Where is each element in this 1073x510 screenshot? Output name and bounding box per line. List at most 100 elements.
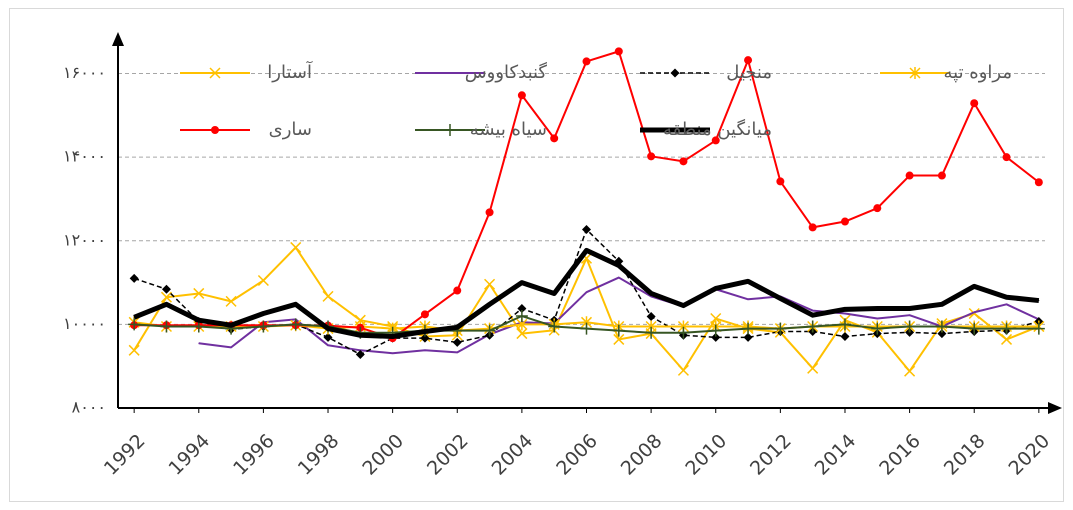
marker	[485, 208, 494, 217]
marker	[807, 362, 819, 374]
marker	[647, 152, 656, 161]
data-point	[812, 310, 814, 312]
data-point	[392, 352, 394, 354]
data-point	[876, 318, 878, 320]
marker	[323, 332, 333, 342]
data-point	[456, 351, 458, 353]
marker	[909, 67, 921, 79]
marker	[582, 57, 591, 66]
data-point	[133, 316, 135, 318]
data-point	[973, 311, 975, 313]
data-point	[165, 303, 167, 305]
marker	[128, 318, 141, 331]
marker	[677, 364, 689, 376]
marker	[670, 68, 680, 78]
legend-label: مراوه تپه	[943, 62, 1012, 83]
data-point	[909, 307, 911, 309]
marker	[453, 286, 462, 295]
marker	[905, 171, 914, 180]
data-point	[489, 303, 491, 305]
marker	[710, 313, 722, 325]
legend-label: ساری	[269, 119, 312, 140]
data-point	[230, 324, 232, 326]
data-point	[779, 297, 781, 299]
data-point	[521, 282, 523, 284]
data-point	[715, 287, 717, 289]
legend-label: منجیل	[726, 62, 772, 83]
marker	[444, 124, 456, 136]
y-axis-arrow	[112, 32, 124, 46]
marker	[225, 295, 237, 307]
marker	[935, 320, 948, 333]
marker	[129, 273, 139, 283]
data-point	[747, 280, 749, 282]
marker	[160, 291, 172, 303]
marker	[580, 322, 593, 335]
marker	[1034, 178, 1043, 187]
legend-label: سیاه بیشه	[470, 119, 547, 140]
marker	[582, 224, 591, 234]
data-point	[1038, 300, 1040, 302]
marker	[128, 344, 140, 356]
marker	[873, 204, 882, 213]
marker	[420, 310, 429, 319]
marker	[614, 47, 623, 56]
marker	[968, 322, 981, 335]
marker	[420, 333, 430, 343]
marker	[483, 324, 496, 337]
data-point	[909, 314, 911, 316]
marker	[613, 333, 625, 345]
y-tick-label: ۱۴۰۰۰	[63, 147, 106, 166]
marker	[1002, 153, 1011, 162]
legend-label: میانگین منطقه	[663, 118, 772, 140]
data-point	[941, 303, 943, 305]
marker	[711, 136, 720, 145]
marker	[517, 91, 526, 100]
marker	[612, 324, 625, 337]
data-point	[295, 303, 297, 305]
x-axis-arrow	[1048, 402, 1062, 414]
data-point	[1006, 296, 1008, 298]
marker	[970, 99, 979, 108]
marker	[289, 318, 302, 331]
data-point	[230, 346, 232, 348]
marker	[806, 320, 819, 333]
marker	[744, 56, 753, 65]
marker	[484, 278, 496, 290]
marker	[776, 177, 785, 186]
data-point	[844, 313, 846, 315]
data-point	[359, 334, 361, 336]
data-point	[262, 313, 264, 315]
data-point	[682, 305, 684, 307]
y-tick-label: ۱۶۰۰۰	[63, 63, 106, 82]
marker	[1000, 322, 1013, 335]
marker	[871, 322, 884, 335]
marker	[548, 320, 561, 333]
marker	[452, 337, 462, 347]
data-point	[198, 342, 200, 344]
y-tick-label: ۱۰۰۰۰	[63, 314, 106, 333]
marker	[645, 326, 658, 339]
legend: آستارا گنبدکاووس منجیل مراوه تپه ساری سیاه بی…	[180, 60, 1012, 140]
marker	[937, 171, 946, 180]
data-point	[618, 264, 620, 266]
data-point	[747, 298, 749, 300]
marker	[516, 328, 528, 340]
marker	[808, 223, 817, 232]
marker	[517, 303, 527, 313]
marker	[937, 329, 947, 339]
data-point	[876, 307, 878, 309]
marker	[709, 324, 722, 337]
data-point	[812, 314, 814, 316]
data-point	[198, 319, 200, 321]
data-point	[618, 277, 620, 279]
marker	[677, 326, 690, 339]
data-point	[844, 308, 846, 310]
marker	[257, 320, 270, 333]
marker	[774, 322, 787, 335]
marker	[1032, 322, 1045, 335]
marker	[968, 307, 980, 320]
marker	[840, 332, 850, 342]
data-point	[424, 349, 426, 351]
